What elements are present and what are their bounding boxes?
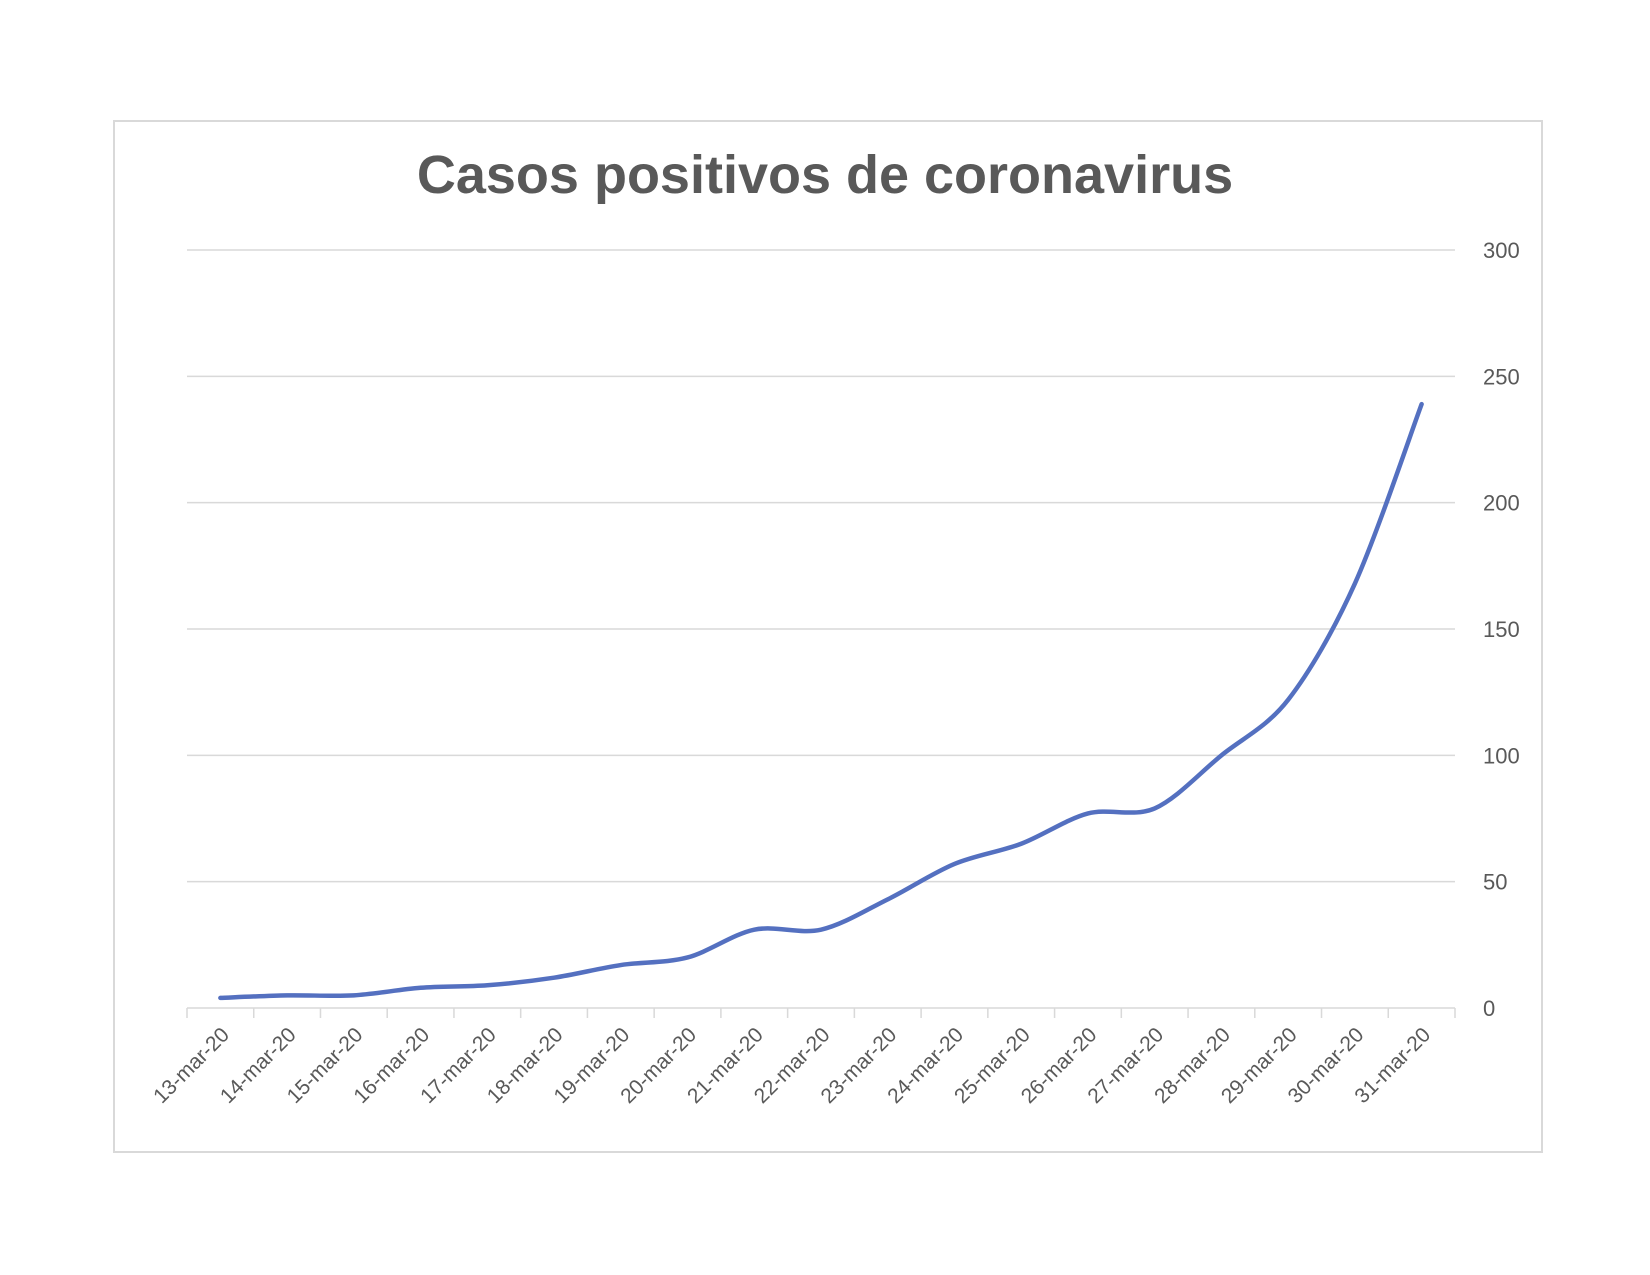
y-tick-label-200: 200 [1483, 491, 1520, 516]
y-tick-label-0: 0 [1483, 996, 1495, 1021]
chart-title: Casos positivos de coronavirus [416, 145, 1234, 205]
y-tick-label-150: 150 [1483, 617, 1520, 642]
y-tick-label-100: 100 [1483, 743, 1520, 768]
y-tick-label-300: 300 [1483, 238, 1520, 263]
series-line-0 [218, 401, 1424, 1001]
y-tick-label-50: 50 [1483, 870, 1507, 895]
chart-frame [113, 120, 1543, 1153]
y-tick-label-250: 250 [1483, 364, 1520, 389]
